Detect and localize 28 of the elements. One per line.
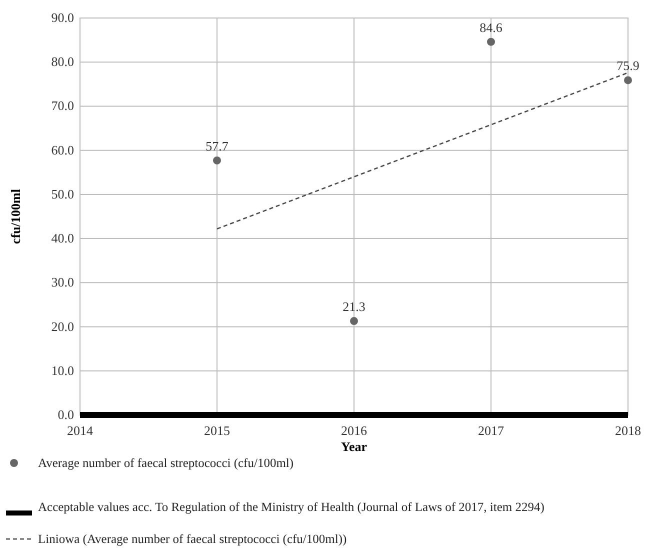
y-tick-label: 70.0 <box>51 98 74 114</box>
y-tick-label: 80.0 <box>51 54 74 70</box>
point <box>213 156 221 164</box>
x-tick-label: 2018 <box>615 423 641 438</box>
point <box>350 317 358 326</box>
y-tick-label: 50.0 <box>51 186 74 202</box>
data-label: 57.7 <box>206 138 229 154</box>
point <box>487 38 495 46</box>
point <box>624 76 632 84</box>
x-tick-label: 2015 <box>204 423 230 438</box>
y-axis-title: cfu/100ml <box>8 188 23 244</box>
y-tick-label: 20.0 <box>51 318 74 334</box>
x-axis-title: Year <box>341 439 368 454</box>
data-label: 84.6 <box>480 20 503 35</box>
y-tick-label: 0.0 <box>58 407 74 422</box>
x-tick-label: 2017 <box>478 423 504 438</box>
data-label: 75.9 <box>616 58 640 74</box>
y-tick-label: 30.0 <box>51 274 74 290</box>
legend-label: Average number of faecal streptococci (cfu/100ml) <box>38 456 294 470</box>
x-tick-label: 2016 <box>341 423 368 438</box>
y-tick-label: 60.0 <box>51 142 74 158</box>
x-tick-label: 2014 <box>67 423 94 438</box>
y-tick-label: 40.0 <box>51 230 74 246</box>
data-label: 21.3 <box>342 299 366 314</box>
legend-label: Acceptable values acc. To Regulation of the Ministry of Health (Journal of Laws of 2017, item 2294) <box>38 500 544 514</box>
y-tick-label: 90.0 <box>51 10 74 25</box>
y-tick-label: 10.0 <box>51 362 74 378</box>
legend-label: Liniowa (Average number of faecal streptococci (cfu/100ml)) <box>38 532 347 546</box>
